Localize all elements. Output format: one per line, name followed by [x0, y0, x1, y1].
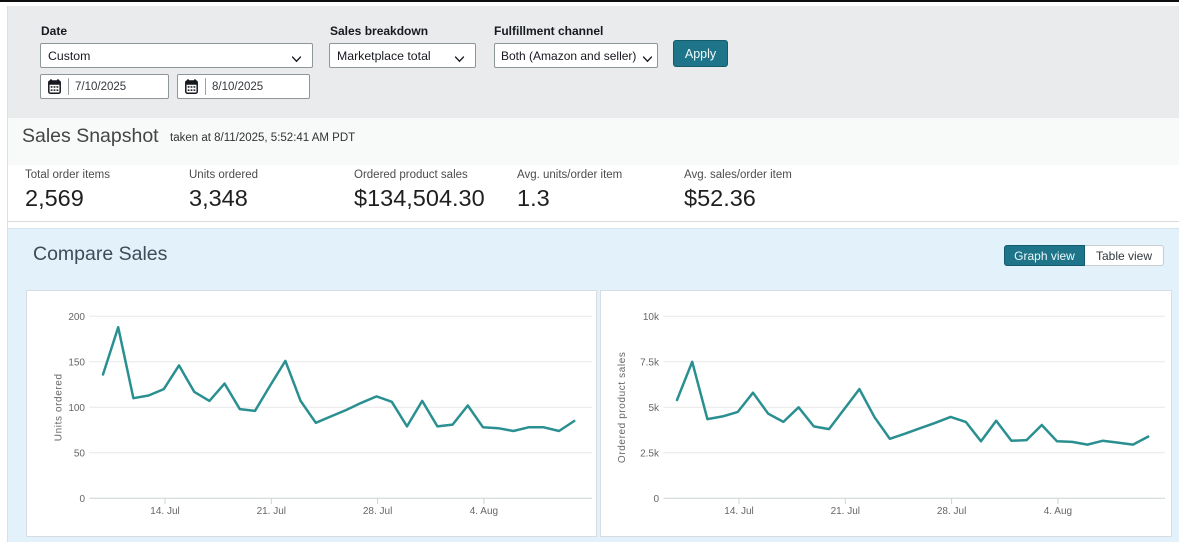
svg-text:28. Jul: 28. Jul: [363, 506, 392, 517]
svg-text:4. Aug: 4. Aug: [470, 506, 498, 517]
svg-text:0: 0: [79, 494, 85, 505]
svg-text:10k: 10k: [643, 312, 660, 323]
svg-text:2.5k: 2.5k: [640, 448, 660, 459]
svg-text:14. Jul: 14. Jul: [150, 506, 179, 517]
svg-text:5k: 5k: [648, 403, 660, 414]
svg-text:28. Jul: 28. Jul: [937, 506, 966, 517]
svg-text:150: 150: [68, 357, 85, 368]
svg-text:4. Aug: 4. Aug: [1044, 506, 1072, 517]
svg-text:0: 0: [653, 494, 659, 505]
svg-text:Ordered product sales: Ordered product sales: [617, 352, 628, 464]
svg-text:100: 100: [68, 403, 85, 414]
svg-text:200: 200: [68, 312, 85, 323]
svg-text:21. Jul: 21. Jul: [831, 506, 860, 517]
svg-text:14. Jul: 14. Jul: [724, 506, 753, 517]
svg-text:Units ordered: Units ordered: [54, 373, 65, 441]
svg-text:21. Jul: 21. Jul: [257, 506, 286, 517]
svg-text:7.5k: 7.5k: [640, 357, 660, 368]
svg-text:50: 50: [74, 448, 86, 459]
